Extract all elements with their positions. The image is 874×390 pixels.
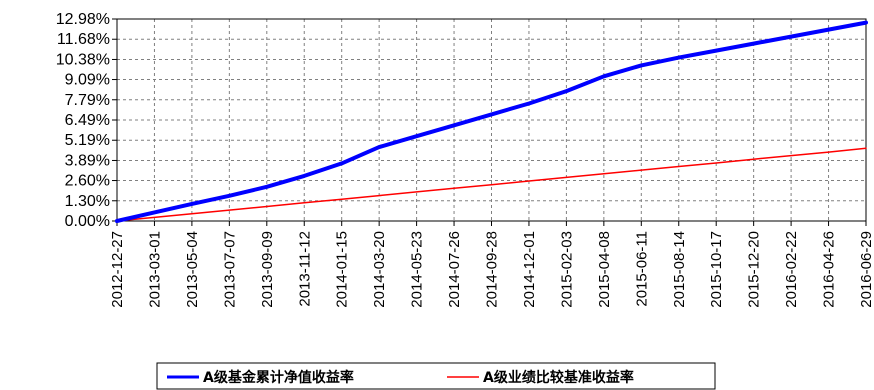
x-tick-label: 2015-08-14 — [671, 231, 688, 308]
x-tick-label: 2015-04-08 — [596, 231, 613, 308]
x-tick-label: 2015-02-03 — [558, 231, 575, 308]
x-tick-label: 2014-03-20 — [371, 231, 388, 308]
y-tick-label: 7.79% — [65, 92, 110, 109]
y-tick-label: 2.60% — [65, 173, 110, 190]
y-tick-label: 9.09% — [65, 72, 110, 89]
y-tick-label: 3.89% — [65, 152, 110, 169]
x-tick-label: 2014-09-28 — [484, 231, 501, 308]
grid-lines — [116, 18, 867, 222]
x-tick-label: 2014-05-23 — [409, 231, 426, 308]
x-tick-label: 2013-09-09 — [259, 231, 276, 308]
x-tick-label: 2014-01-15 — [334, 231, 351, 308]
y-tick-label: 12.98% — [56, 11, 110, 28]
x-tick-label: 2014-07-26 — [446, 231, 463, 308]
legend-label-series-2: A级业绩比较基准收益率 — [483, 369, 634, 386]
y-tick-label: 0.00% — [65, 213, 110, 230]
x-tick-label: 2015-10-17 — [708, 231, 725, 308]
x-tick-label: 2015-06-11 — [633, 231, 650, 307]
y-tick-label: 6.49% — [65, 112, 110, 129]
legend-label-series-1: A级基金累计净值收益率 — [203, 369, 354, 386]
x-tick-label: 2013-07-07 — [221, 231, 238, 308]
x-tick-label: 2013-03-01 — [146, 231, 163, 308]
y-axis: 0.00% 1.30% 2.60% 3.89% 5.19% 6.49% 7.79% 9.09%… — [56, 11, 117, 230]
series-lines — [115, 20, 868, 223]
x-tick-label: 2015-12-20 — [746, 231, 763, 308]
y-tick-label: 10.38% — [56, 51, 110, 68]
x-tick-label: 2016-04-26 — [821, 231, 838, 308]
y-tick-label: 11.68% — [57, 31, 110, 48]
legend-box — [156, 362, 716, 390]
series-line-2 — [116, 147, 867, 222]
legend: A级基金累计净值收益率 A级业绩比较基准收益率 — [156, 362, 716, 390]
x-tick-label: 2013-05-04 — [184, 231, 201, 308]
y-tick-label: 1.30% — [65, 193, 110, 210]
x-tick-label: 2012-12-27 — [109, 231, 126, 308]
x-axis: 2012-12-27 2013-03-01 2013-05-04 2013-07-07… — [109, 221, 874, 308]
x-tick-label: 2013-11-12 — [296, 231, 313, 307]
series-line-1 — [115, 20, 868, 223]
y-tick-label: 5.19% — [65, 132, 110, 149]
x-tick-label: 2014-12-01 — [521, 231, 538, 308]
x-tick-label: 2016-06-29 — [858, 231, 874, 308]
x-tick-label: 2016-02-22 — [783, 231, 800, 308]
